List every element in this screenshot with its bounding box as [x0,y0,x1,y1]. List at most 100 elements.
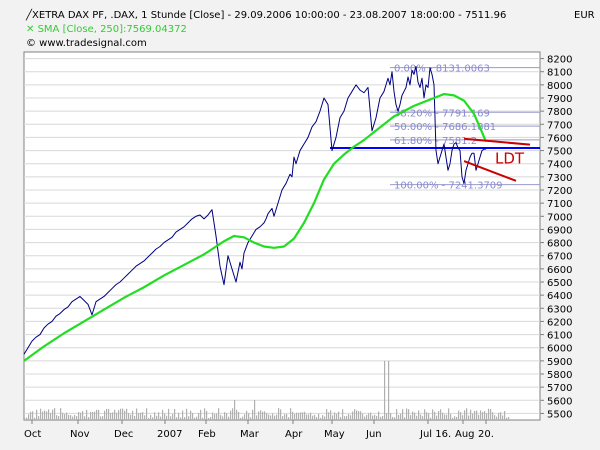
volume-bar [508,417,510,420]
x-tick-label: Aug [455,429,475,440]
volume-bar [376,415,378,420]
volume-bar [350,415,352,420]
volume-bar [262,411,264,420]
volume-bar [42,411,44,420]
volume-bar [370,412,372,420]
volume-bar [310,412,312,420]
volume-bar [476,410,478,420]
volume-bar [286,414,288,420]
x-tick-label: Mar [240,429,260,440]
volume-bar [408,409,410,420]
x-tick-label: Dec [114,429,133,440]
volume-bar [442,412,444,420]
volume-bar [330,410,332,420]
volume-bar [328,412,330,420]
volume-bar [302,412,304,420]
trendline [463,137,531,146]
volume-bar [194,417,196,420]
volume-bar [460,412,462,420]
volume-bar [300,412,302,420]
y-tick-label: 8200 [547,55,572,66]
y-tick-label: 5900 [547,357,572,368]
volume-bar [424,409,426,420]
volume-bar [334,412,336,420]
y-tick-label: 5700 [547,383,572,394]
volume-bar [102,416,104,420]
volume-bar [282,416,284,420]
fibonacci-label: 0.00% - 8131.0063 [394,64,490,75]
volume-bar [248,413,250,420]
volume-bar [332,415,334,420]
volume-bar [284,414,286,420]
volume-bar [272,413,274,420]
volume-bar [38,416,40,420]
volume-bar [134,415,136,420]
volume-bar [496,416,498,420]
volume-bar [240,417,242,420]
volume-bar [234,400,236,420]
volume-bar [318,413,320,420]
volume-bar [440,409,442,420]
volume-bar [156,415,158,420]
volume-bar [456,416,458,420]
volume-bar [136,408,138,420]
trendline [463,160,517,182]
volume-bar [228,416,230,420]
volume-bar [160,416,162,420]
volume-bar [292,411,294,420]
volume-bar [398,414,400,420]
volume-bar [78,412,80,420]
volume-bar [260,410,262,420]
volume-bar [402,409,404,420]
volume-bar [138,412,140,420]
volume-bar [388,360,390,420]
x-tick-label: Apr [285,429,303,440]
volume-bar [46,411,48,420]
volume-bar [480,410,482,420]
volume-bar [428,413,430,420]
y-tick-label: 7600 [547,133,572,144]
volume-bar [162,409,164,420]
volume-bar [362,413,364,420]
price-series-line [23,65,487,355]
volume-bar [66,412,68,420]
y-tick-label: 6900 [547,225,572,236]
line-chart-icon: ╱ [26,10,33,21]
y-tick-label: 6800 [547,239,572,250]
volume-bar [472,413,474,420]
volume-bar [72,416,74,420]
volume-bar [212,412,214,420]
volume-bar [246,410,248,420]
volume-bar [64,413,66,420]
volume-bar [360,411,362,420]
volume-bar [364,416,366,420]
x-tick-label: Oct [24,429,41,440]
volume-bar [132,410,134,420]
volume-bar [70,415,72,420]
volume-bar [90,412,92,420]
y-tick-label: 6400 [547,291,572,302]
volume-bar [264,411,266,420]
volume-bar [44,410,46,420]
volume-bar [192,412,194,420]
volume-bar [478,414,480,420]
volume-bar [144,415,146,420]
y-tick-label: 7500 [547,147,572,158]
volume-bar [358,411,360,420]
volume-bar [120,408,122,420]
volume-bar [142,412,144,420]
volume-bar [406,408,408,420]
volume-bar [184,417,186,420]
volume-bar [366,414,368,420]
volume-bar [76,416,78,420]
volume-bar [176,417,178,420]
volume-bar [164,413,166,420]
volume-bar [306,414,308,420]
y-tick-label: 6200 [547,317,572,328]
volume-bar [356,410,358,420]
volume-bar [386,413,388,420]
volume-bar [254,400,256,420]
volume-bar [152,417,154,420]
